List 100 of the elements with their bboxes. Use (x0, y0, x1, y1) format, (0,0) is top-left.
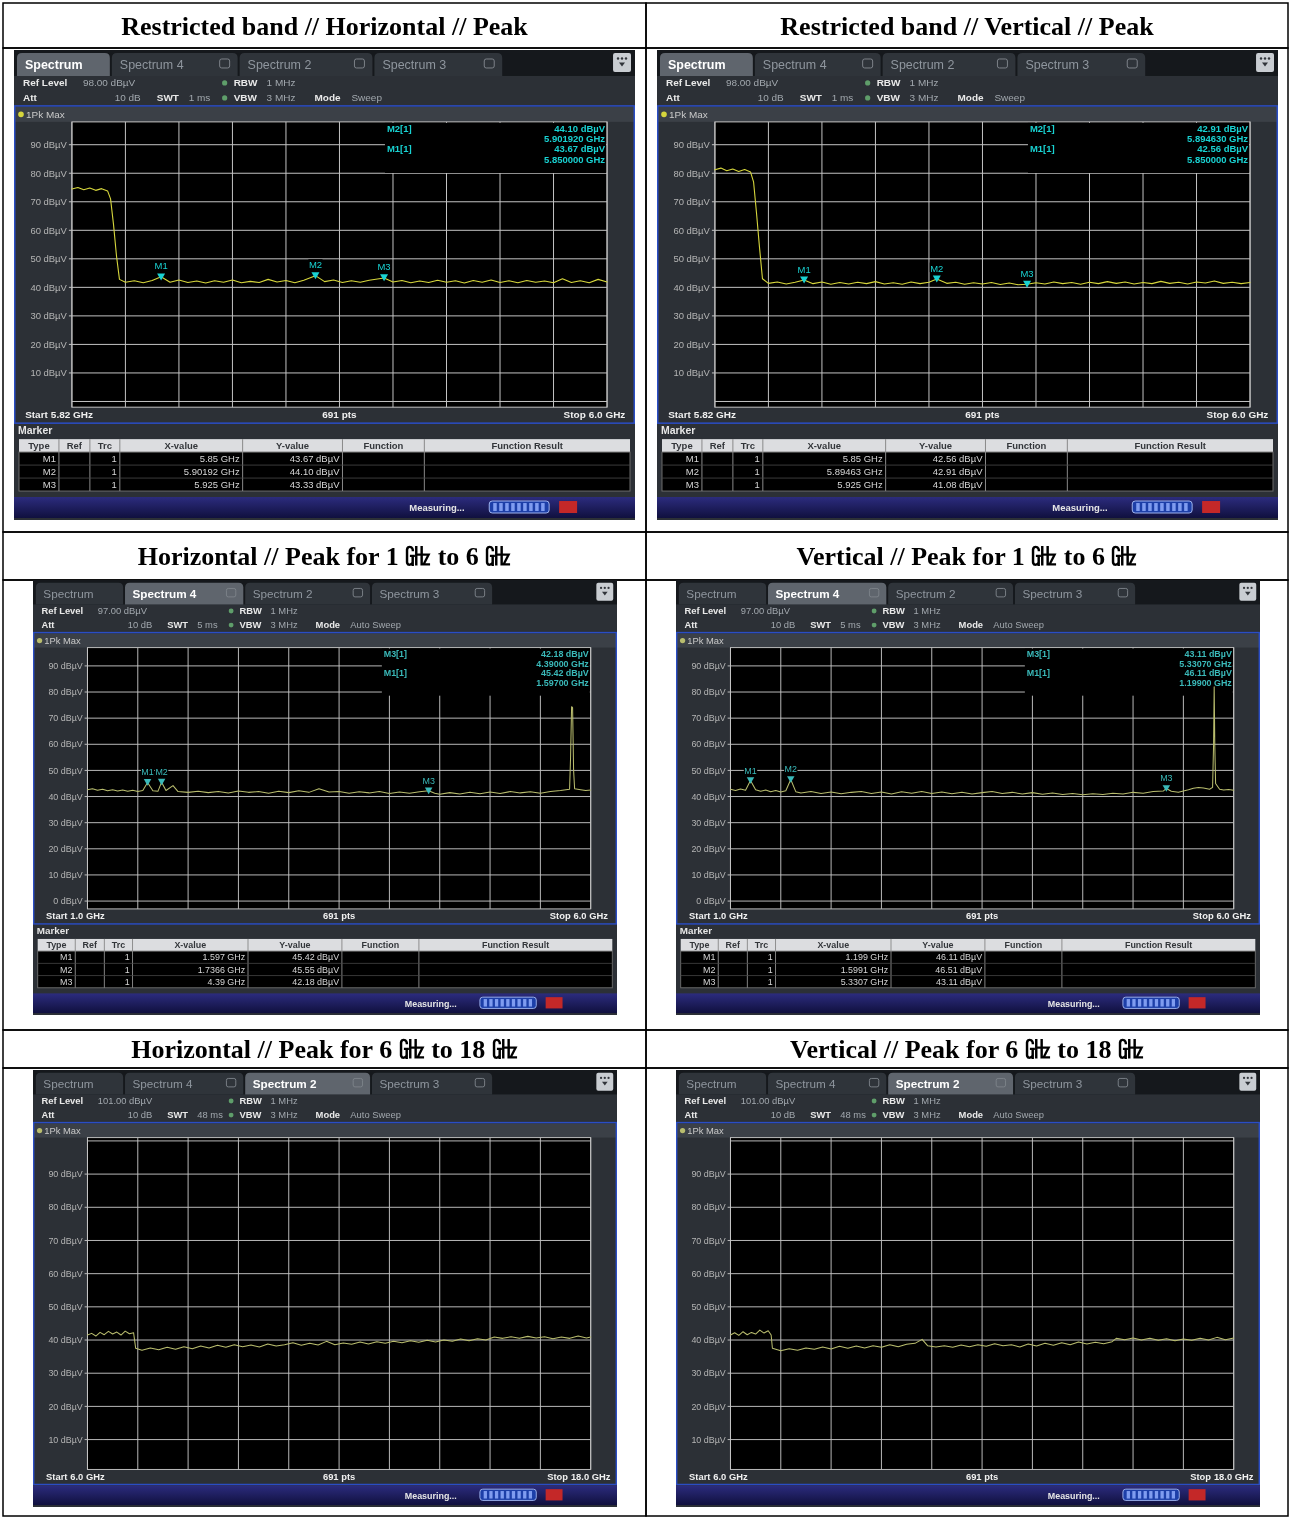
x-tick-label: 1.0 GHz (713, 911, 748, 922)
y-tick-label: 90 dBµV (691, 1169, 726, 1180)
text: 5.85 GHz (842, 452, 883, 464)
text: 3 MHz (270, 1110, 298, 1121)
x-tick-label: 6.0 GHz (1216, 911, 1252, 922)
text: Spectrum 2 (252, 1076, 318, 1090)
text: 5.85 GHz (199, 452, 240, 464)
text: Spectrum (667, 57, 726, 72)
text: 45.55 dBµV (292, 964, 340, 975)
x-tick-label: 18.0 GHz (1213, 1471, 1254, 1482)
text: 1 (124, 976, 130, 987)
y-tick-label: 20 dBµV (673, 338, 711, 350)
text: Sweep (994, 92, 1026, 104)
y-tick-label: 0 dBµV (53, 896, 83, 907)
text: M2 (60, 964, 73, 975)
text: 1.5991 GHz (840, 964, 889, 975)
text: RBW (882, 606, 906, 617)
text: Function Result (491, 439, 564, 451)
text: Type (689, 940, 710, 951)
annotation: 43.67 dBµV (554, 143, 606, 155)
text: Spectrum 4 (762, 57, 827, 72)
text: 3 MHz (266, 92, 296, 104)
y-tick-label: 20 dBµV (30, 338, 68, 350)
text: Spectrum 2 (247, 57, 312, 72)
text: M3 (703, 976, 716, 987)
point (787, 776, 795, 783)
text: 1.199 GHz (845, 952, 889, 963)
text: SWT (799, 92, 822, 104)
text: Mode (315, 1110, 341, 1121)
y-tick-label: 60 dBµV (48, 1268, 83, 1279)
annotation: 42.56 dBµV (1197, 143, 1249, 155)
text: Y-value (275, 439, 310, 451)
text: Spectrum (686, 586, 737, 600)
y-tick-label: 40 dBµV (673, 281, 711, 293)
text: Spectrum 4 (119, 57, 184, 72)
text: Measuring... (404, 998, 457, 1009)
text: Marker (36, 925, 70, 937)
text: VBW (882, 1110, 905, 1121)
text: 48 ms (197, 1110, 224, 1121)
chart-title: Vertical // Peak for 1 ㎓ to 6 ㎓ (796, 542, 1138, 571)
text: 1 ms (188, 92, 211, 104)
text: 10 dB (770, 1110, 796, 1121)
text: Spectrum 4 (132, 1076, 193, 1090)
text: Spectrum 3 (382, 57, 447, 72)
y-tick-label: 90 dBµV (48, 661, 83, 672)
y-tick-label: 30 dBµV (48, 817, 83, 828)
annotation: 4.39000 GHz (536, 658, 590, 669)
chart-title: Horizontal // Peak for 6 ㎓ to 18 ㎓ (131, 1035, 518, 1064)
legend: 1Pk Max (661, 108, 708, 120)
chart-title: Horizontal // Peak for 1 ㎓ to 6 ㎓ (137, 542, 512, 571)
text: 46.51 dBµV (935, 964, 983, 975)
text: Mode (958, 1110, 984, 1121)
y-tick-label: 10 dBµV (691, 870, 726, 881)
text: Measuring... (409, 502, 465, 514)
text: VBW (239, 620, 262, 631)
text: 101.00 dBµV (740, 1096, 796, 1107)
text: 41.08 dBµV (932, 478, 984, 490)
text: 1 (111, 465, 117, 477)
text: 5.925 GHz (194, 478, 240, 490)
text: Spectrum 3 (1025, 57, 1090, 72)
text: 1 (124, 952, 130, 963)
text: Function Result (481, 940, 550, 951)
x-axis-title: 691 pts (965, 1471, 999, 1482)
text: Auto Sweep (993, 1110, 1044, 1121)
legend: 1Pk Max (679, 1125, 724, 1136)
x-tick-label: 6.0 GHz (70, 1471, 105, 1482)
annotation: 42.18 dBµV (541, 648, 589, 659)
text: VBW (239, 1110, 262, 1121)
annotation: 5.33070 GHz (1179, 658, 1233, 669)
y-tick-label: 20 dBµV (48, 1401, 83, 1412)
text: RBW (882, 1096, 906, 1107)
y-tick-label: 80 dBµV (691, 1202, 726, 1213)
text: Measuring... (1047, 1490, 1100, 1501)
y-tick-label: 50 dBµV (691, 765, 726, 776)
annotation: M3 (377, 261, 391, 273)
text: 1 (754, 478, 760, 490)
annotation: 42.91 dBµV (1197, 122, 1249, 134)
annotation: M1 (154, 260, 168, 272)
y-tick-label: 80 dBµV (673, 167, 711, 179)
annotation: 5.901920 GHz (543, 133, 606, 145)
text: SWT (167, 620, 189, 631)
text: Marker (679, 925, 713, 937)
text: Measuring... (404, 1490, 457, 1501)
legend: 1Pk Max (18, 108, 65, 120)
text: 3 MHz (913, 1110, 941, 1121)
text: Measuring... (1047, 998, 1100, 1009)
y-tick-label: 10 dBµV (691, 1434, 726, 1445)
text: 1 MHz (913, 606, 941, 617)
line-series (86, 1330, 592, 1351)
text: 1 MHz (270, 606, 298, 617)
text: Sweep (351, 92, 383, 104)
text: Trc (754, 940, 769, 951)
text: 3 MHz (913, 620, 941, 631)
point (1162, 785, 1171, 792)
y-tick-label: 40 dBµV (691, 791, 726, 802)
text: Spectrum (686, 1076, 737, 1090)
x-axis-title: 691 pts (322, 911, 356, 922)
text: M2 (685, 465, 699, 477)
text: Type (671, 439, 693, 451)
y-tick-label: 80 dBµV (48, 1202, 83, 1213)
